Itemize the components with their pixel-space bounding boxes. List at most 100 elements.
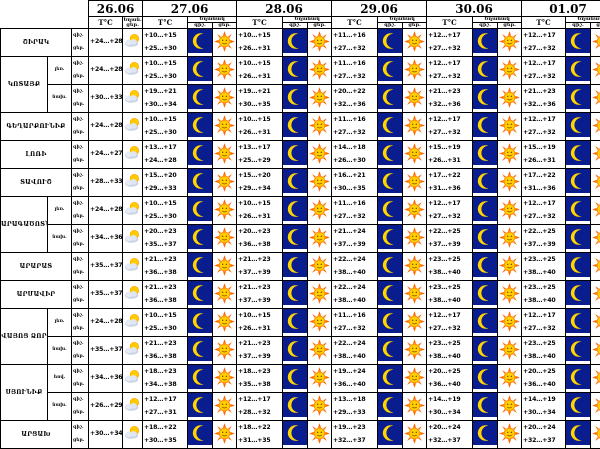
sun-icon [308, 365, 332, 393]
temp-range: +19…+21+30…+34 [143, 85, 188, 113]
region-name: ՇԻՐԱԿ [1, 29, 72, 57]
temp-range: +21…+23+36…+38 [143, 281, 188, 309]
time-labels: գիշ.ցեր. [72, 421, 89, 449]
sun-icon [213, 365, 237, 393]
sun-icon [498, 113, 522, 141]
region-row: նախ.գիշ.ցեր.+30…+33+19…+21+30…+34+19…+21… [1, 85, 600, 113]
temp-range: +24…+28 [89, 57, 123, 85]
temp-range: +24…+28 [89, 309, 123, 337]
temp-range: +20…+24+32…+37 [427, 421, 473, 449]
sun-icon [591, 281, 600, 309]
corner-cell [1, 1, 89, 29]
moon-icon [566, 253, 591, 281]
region-part: նախ. [48, 225, 72, 253]
temp-range: +23…+25+38…+40 [427, 337, 473, 365]
moon-icon [188, 337, 213, 365]
cloud-sun-icon [123, 281, 143, 309]
temp-range: +12…+17+27…+32 [427, 309, 473, 337]
sun-icon [498, 309, 522, 337]
temp-range: +12…+17+27…+31 [143, 393, 188, 421]
moon-icon [283, 393, 308, 421]
sun-icon [308, 169, 332, 197]
moon-icon [188, 365, 213, 393]
sun-icon [403, 197, 427, 225]
temp-range: +19…+21+30…+35 [237, 85, 283, 113]
moon-icon [473, 113, 498, 141]
time-labels: գիշ.ցեր. [72, 29, 89, 57]
moon-icon [473, 365, 498, 393]
sun-icon [308, 393, 332, 421]
sun-icon [498, 365, 522, 393]
temp-range: +22…+24+38…+40 [332, 281, 378, 309]
moon-icon [378, 113, 403, 141]
sun-icon [308, 281, 332, 309]
cloud-sun-icon [123, 85, 143, 113]
temp-range: +20…+22+32…+36 [332, 85, 378, 113]
temp-range: +18…+22+30…+35 [143, 421, 188, 449]
moon-icon [378, 365, 403, 393]
temp-range: +12…+17+27…+32 [522, 309, 566, 337]
moon-icon [283, 169, 308, 197]
temp-range: +12…+17+27…+32 [427, 197, 473, 225]
sun-icon [213, 253, 237, 281]
moon-icon [283, 29, 308, 57]
time-labels: գիշ.ցեր. [72, 85, 89, 113]
region-name: ԱՐԱՐԱՏ [1, 253, 72, 281]
sun-icon [403, 309, 427, 337]
temp-range: +10…+15+25…+30 [143, 57, 188, 85]
sun-icon [403, 281, 427, 309]
moon-icon [378, 141, 403, 169]
moon-icon [188, 253, 213, 281]
moon-icon [566, 365, 591, 393]
region-name: ԿՈՏԱՅՔ [1, 57, 48, 113]
temp-range: +21…+24+37…+39 [332, 225, 378, 253]
region-part: լեռ. [48, 57, 72, 85]
temp-header: T°C [522, 17, 566, 29]
moon-icon [283, 85, 308, 113]
sun-icon [591, 253, 600, 281]
temp-range: +20…+25+36…+40 [522, 365, 566, 393]
cloud-sun-icon [123, 309, 143, 337]
cloud-sun-icon [123, 141, 143, 169]
temp-range: +15…+19+26…+31 [522, 141, 566, 169]
sun-icon [403, 253, 427, 281]
sun-icon [213, 169, 237, 197]
cloud-sun-icon [123, 113, 143, 141]
temp-range: +23…+25+38…+40 [427, 281, 473, 309]
moon-icon [473, 225, 498, 253]
temp-range: +28…+33 [89, 169, 123, 197]
region-name: ԳԵՂԱՐՔՈՒՆԻՔ [1, 113, 72, 141]
moon-icon [473, 421, 498, 449]
moon-icon [378, 337, 403, 365]
moon-icon [378, 197, 403, 225]
region-part: լեռ. [48, 309, 72, 337]
moon-icon [283, 57, 308, 85]
sun-icon [498, 57, 522, 85]
moon-icon [473, 253, 498, 281]
date-header: 28.06 [237, 1, 332, 17]
temp-range: +30…+34 [89, 421, 123, 449]
temp-range: +15…+19+26…+31 [427, 141, 473, 169]
sun-icon [308, 197, 332, 225]
region-part: հով. [48, 365, 72, 393]
cloud-sun-icon [123, 421, 143, 449]
sun-icon [403, 337, 427, 365]
time-labels: գիշ.ցեր. [72, 309, 89, 337]
temp-range: +35…+37 [89, 337, 123, 365]
moon-icon [188, 225, 213, 253]
moon-icon [378, 29, 403, 57]
sun-icon [308, 253, 332, 281]
date-header: 29.06 [332, 1, 427, 17]
sun-icon [213, 197, 237, 225]
temp-range: +20…+24+32…+37 [522, 421, 566, 449]
sun-icon [498, 141, 522, 169]
sun-icon [591, 309, 600, 337]
region-part: լեռ. [48, 197, 72, 225]
time-labels: գիշ.ցեր. [72, 281, 89, 309]
temp-range: +22…+24+38…+40 [332, 337, 378, 365]
cloud-sun-icon [123, 253, 143, 281]
